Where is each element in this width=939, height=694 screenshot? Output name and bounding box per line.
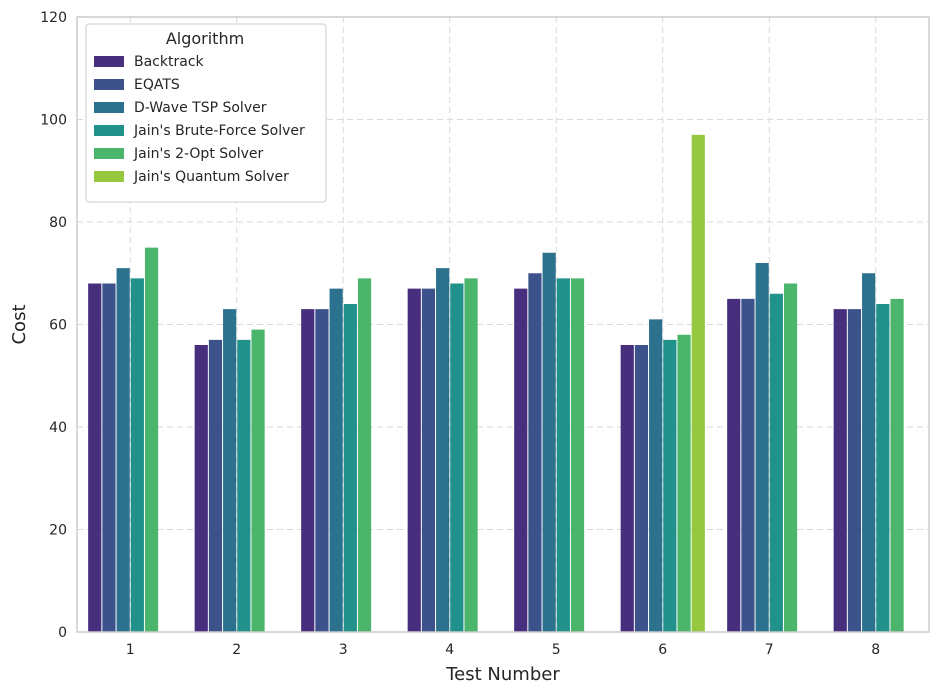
bar — [570, 278, 585, 632]
bar — [783, 283, 798, 632]
legend-title: Algorithm — [166, 29, 244, 48]
bar — [847, 309, 862, 632]
bar — [315, 309, 329, 632]
bar — [876, 304, 890, 632]
bar — [464, 278, 478, 632]
bar — [528, 273, 542, 632]
bar — [556, 278, 570, 632]
legend-box — [85, 23, 327, 203]
bar — [769, 293, 783, 632]
legend-items: Backtrack EQATS D-Wave TSP Solver Jain's Br… — [94, 54, 305, 185]
bar — [833, 309, 847, 632]
bar — [343, 304, 357, 632]
legend-swatch — [94, 79, 124, 90]
bar — [450, 283, 464, 632]
bar — [649, 319, 663, 632]
bar — [634, 345, 649, 632]
bar — [329, 288, 343, 632]
legend: Algorithm Backtrack EQATS D-Wave TSP Solve… — [85, 23, 327, 203]
y-tick-label: 60 — [49, 318, 67, 334]
bar — [691, 134, 705, 632]
x-tick-label: 3 — [339, 642, 348, 658]
y-tick-label: 80 — [49, 215, 67, 231]
y-tick-label: 120 — [40, 10, 67, 26]
y-tick-label: 100 — [40, 113, 67, 129]
y-axis-ticks: 0 20 40 60 80 100 120 — [40, 10, 67, 641]
bar — [301, 309, 315, 632]
bar — [741, 298, 755, 632]
bar — [116, 268, 130, 632]
bar — [890, 298, 904, 632]
y-tick-label: 40 — [49, 420, 67, 436]
legend-label: EQATS — [134, 77, 180, 93]
bar — [130, 278, 144, 632]
bar — [862, 273, 876, 632]
x-tick-label: 1 — [126, 642, 135, 658]
bar — [194, 345, 208, 632]
bar — [88, 283, 102, 632]
bar — [144, 247, 159, 632]
legend-label: Jain's 2-Opt Solver — [133, 146, 263, 162]
bar — [407, 288, 421, 632]
bar — [755, 263, 769, 632]
x-tick-label: 7 — [765, 642, 774, 658]
bar — [677, 334, 691, 632]
legend-swatch — [94, 102, 124, 113]
x-axis-ticks: 1 2 3 4 5 6 7 8 — [126, 642, 880, 658]
bar — [223, 309, 237, 632]
plot-frame — [76, 16, 930, 633]
bar — [237, 339, 251, 632]
bar — [208, 339, 223, 632]
x-tick-label: 5 — [552, 642, 561, 658]
y-tick-label: 20 — [49, 523, 67, 539]
legend-label: Jain's Quantum Solver — [133, 169, 289, 185]
legend-swatch — [94, 56, 124, 67]
x-tick-label: 2 — [232, 642, 241, 658]
y-tick-label: 0 — [58, 625, 67, 641]
bar — [357, 278, 372, 632]
bar — [102, 283, 116, 632]
x-tick-label: 6 — [658, 642, 667, 658]
x-tick-label: 4 — [445, 642, 454, 658]
bar — [542, 252, 556, 632]
legend-swatch — [94, 148, 124, 159]
legend-label: Jain's Brute-Force Solver — [133, 123, 305, 139]
legend-label: Backtrack — [134, 54, 205, 70]
legend-swatch — [94, 171, 124, 182]
bar — [663, 339, 677, 632]
bar — [436, 268, 450, 632]
legend-swatch — [94, 125, 124, 136]
bars-group — [88, 134, 904, 632]
y-axis-label: Cost — [9, 304, 30, 344]
bar — [620, 345, 634, 632]
x-axis-label: Test Number — [445, 664, 560, 685]
bar — [727, 298, 741, 632]
bar — [514, 288, 528, 632]
bar — [421, 288, 436, 632]
x-tick-label: 8 — [871, 642, 880, 658]
bar — [251, 329, 265, 632]
legend-label: D-Wave TSP Solver — [134, 100, 267, 116]
